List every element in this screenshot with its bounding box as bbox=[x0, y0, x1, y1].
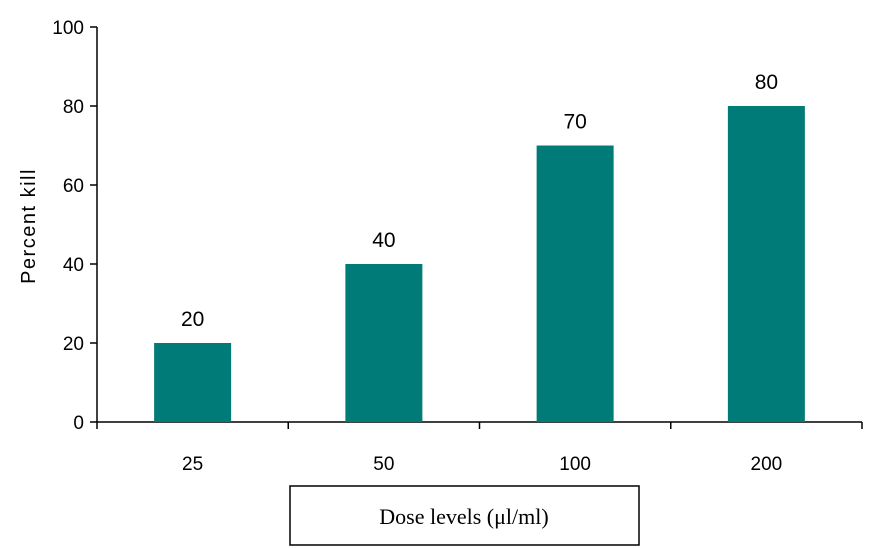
data-labels: 20 40 70 80 bbox=[181, 71, 778, 331]
data-label-200: 80 bbox=[755, 71, 778, 94]
y-axis: 0 20 40 60 80 100 bbox=[52, 18, 98, 434]
y-tick-label: 20 bbox=[63, 334, 84, 355]
bar-200 bbox=[727, 106, 805, 422]
x-axis: 25 50 100 200 bbox=[96, 421, 863, 475]
x-tick-label: 100 bbox=[559, 454, 591, 475]
bars bbox=[154, 106, 805, 422]
data-label-100: 70 bbox=[563, 111, 586, 134]
y-axis-title: Percent kill bbox=[18, 168, 40, 284]
x-axis-title-box bbox=[289, 485, 640, 546]
y-tick-label: 60 bbox=[63, 176, 84, 197]
data-label-50: 40 bbox=[372, 229, 395, 252]
bar-100 bbox=[536, 145, 614, 422]
y-tick-label: 40 bbox=[63, 255, 84, 276]
data-label-25: 20 bbox=[181, 308, 204, 331]
x-tick-label: 50 bbox=[373, 454, 394, 475]
x-axis-title: Dose levels (μl/ml) bbox=[379, 504, 548, 529]
y-tick-label: 80 bbox=[63, 97, 84, 118]
y-tick-label: 0 bbox=[73, 413, 84, 434]
y-tick-label: 100 bbox=[52, 18, 84, 39]
bar-50 bbox=[345, 264, 423, 422]
x-tick-label: 200 bbox=[751, 454, 783, 475]
x-tick-label: 25 bbox=[182, 454, 203, 475]
bar-25 bbox=[154, 343, 232, 422]
